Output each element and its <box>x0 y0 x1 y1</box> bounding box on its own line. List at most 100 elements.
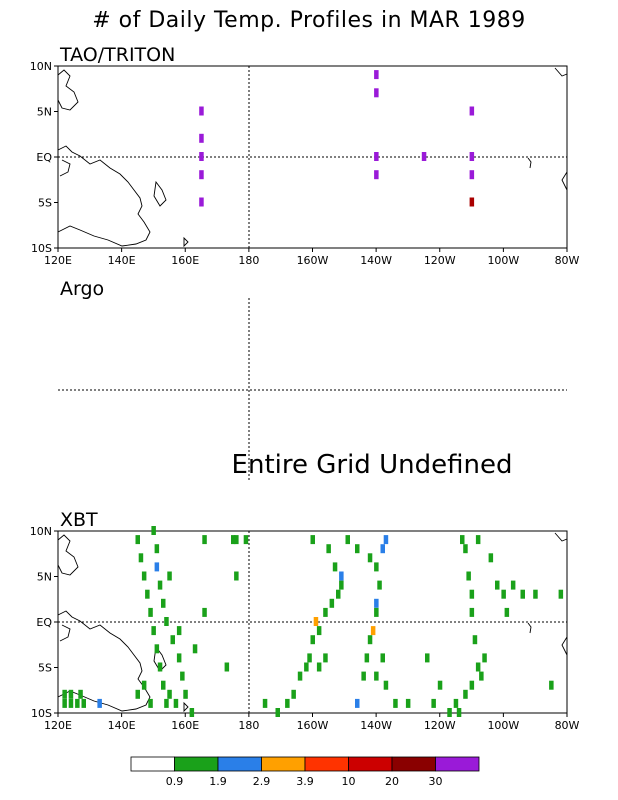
argo-panel-title: Argo <box>60 278 104 300</box>
xbt-cell-48 <box>339 580 344 590</box>
tao-xtick-label: 180 <box>238 254 259 267</box>
xbt-xtick-label: 180 <box>238 719 259 732</box>
xbt-cell-32 <box>234 535 239 545</box>
xbt-cell-14 <box>161 598 166 608</box>
xbt-ytick-label: 5N <box>37 571 52 584</box>
legend-swatch-7 <box>435 756 480 772</box>
xbt-cell-90 <box>479 671 484 681</box>
xbt-cell-41 <box>78 689 83 699</box>
xbt-cell-93 <box>469 589 475 599</box>
xbt-cell-59 <box>285 698 290 708</box>
tao-cell-3 <box>199 170 204 180</box>
xbt-cell-44 <box>310 535 315 545</box>
xbt-xtick-label: 160W <box>297 719 329 732</box>
xbt-cell-85 <box>453 698 459 708</box>
xbt-cell-60 <box>275 708 280 717</box>
xbt-cell-75 <box>364 653 370 663</box>
tao-cell-11 <box>469 152 475 161</box>
xbt-ytick-label: 10S <box>31 707 52 720</box>
xbt-coastline <box>57 532 568 713</box>
xbt-cell-37 <box>75 698 80 708</box>
legend-swatch-3 <box>261 756 306 772</box>
tao-xtick-label: 140E <box>108 254 136 267</box>
xbt-cell-5 <box>151 626 156 636</box>
tao-ytick-label: 10N <box>30 60 52 73</box>
xbt-xtick-label: 80W <box>555 719 580 732</box>
main-title: # of Daily Temp. Profiles in MAR 1989 <box>92 8 526 33</box>
xbt-xtick-label: 120E <box>44 719 72 732</box>
xbt-cell-31 <box>231 535 236 545</box>
tao-panel-title: TAO/TRITON <box>59 44 175 66</box>
xbt-cell-15 <box>164 617 169 626</box>
legend-label-5: 20 <box>385 775 399 788</box>
xbt-cell-92 <box>469 607 475 617</box>
xbt-cell-109 <box>425 653 430 663</box>
xbt-cell-99 <box>495 580 500 590</box>
xbt-cell-71 <box>374 598 379 608</box>
legend-swatch-5 <box>348 756 393 772</box>
xbt-cell-20 <box>189 708 195 717</box>
xbt-ytick-label: EQ <box>36 616 52 629</box>
xbt-cell-29 <box>202 607 207 617</box>
xbt-cell-80 <box>383 680 389 690</box>
tao-cell-10 <box>469 106 475 116</box>
legend-swatch-1 <box>174 756 219 772</box>
legend-label-4: 10 <box>342 775 356 788</box>
xbt-cell-8 <box>161 680 166 690</box>
tao-ytick-label: 5N <box>37 106 52 119</box>
tao-ytick-label: 10S <box>31 242 52 255</box>
color-legend: 0.9 1.9 2.9 3.9 10 20 30 <box>130 756 480 788</box>
legend-swatch-6 <box>391 756 436 772</box>
xbt-cell-58 <box>291 689 296 699</box>
tao-cell-7 <box>374 152 379 161</box>
xbt-cell-11 <box>154 544 160 554</box>
tao-coastline <box>57 67 568 248</box>
xbt-cell-91 <box>472 635 478 645</box>
xbt-xtick-label: 100W <box>487 719 519 732</box>
xbt-cell-33 <box>243 535 249 545</box>
xbt-cell-55 <box>307 653 312 663</box>
tao-xtick-label: 140W <box>360 254 392 267</box>
legend-label-3: 3.9 <box>296 775 314 788</box>
tao-cell-6 <box>374 88 379 98</box>
tao-cell-2 <box>199 152 204 161</box>
xbt-cell-43 <box>224 662 230 672</box>
tao-cell-9 <box>421 152 427 161</box>
xbt-cell-62 <box>316 662 322 672</box>
xbt-cell-36 <box>68 698 74 708</box>
xbt-cell-106 <box>558 589 564 599</box>
legend-label-1: 1.9 <box>209 775 227 788</box>
xbt-cell-101 <box>504 607 510 617</box>
xbt-cell-70 <box>377 580 382 590</box>
xbt-cell-63 <box>323 653 328 663</box>
xbt-cell-25 <box>148 698 153 708</box>
tao-cells <box>199 70 475 207</box>
legend-swatch-2 <box>217 756 262 772</box>
xbt-cell-76 <box>361 671 366 681</box>
xbt-cell-50 <box>329 598 335 608</box>
xbt-y-axis: 10N 5N EQ 5S 10S <box>30 525 58 720</box>
xbt-panel: XBT 10N 5N EQ 5S 10S 120E 140E 160E 180 160W 140W… <box>30 509 580 732</box>
xbt-cell-89 <box>482 653 487 663</box>
xbt-cell-47 <box>339 571 344 581</box>
xbt-cell-7 <box>157 662 163 672</box>
xbt-cell-38 <box>81 698 86 708</box>
tao-ytick-label: EQ <box>36 151 52 164</box>
xbt-cells <box>62 526 564 717</box>
tao-cell-4 <box>199 197 204 207</box>
tao-cell-0 <box>199 106 204 116</box>
tao-cell-8 <box>374 170 379 180</box>
xbt-cell-22 <box>176 626 182 636</box>
xbt-cell-102 <box>510 580 516 590</box>
xbt-cell-42 <box>97 698 102 708</box>
xbt-cell-51 <box>323 607 328 617</box>
xbt-cell-6 <box>154 644 160 654</box>
xbt-cell-13 <box>157 580 163 590</box>
tao-cell-5 <box>374 70 379 80</box>
xbt-cell-56 <box>304 662 309 672</box>
legend-swatch-0 <box>130 756 175 772</box>
tao-xtick-label: 160E <box>171 254 199 267</box>
xbt-cell-68 <box>380 544 385 554</box>
